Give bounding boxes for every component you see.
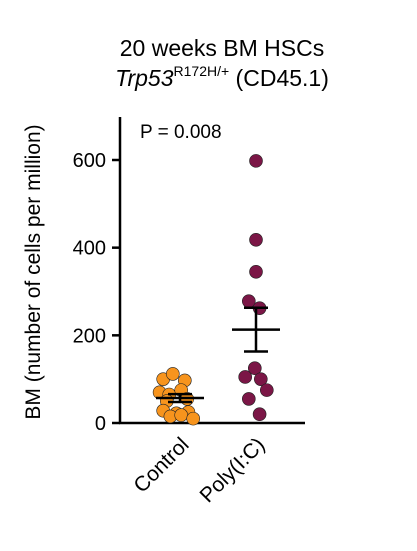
- y-ticks: 0 200 400 600: [73, 150, 120, 435]
- data-point: [242, 392, 256, 406]
- y-tick-label: 0: [95, 413, 106, 435]
- data-point: [249, 232, 263, 247]
- p-value-text: P = 0.008: [140, 122, 222, 143]
- x-tick-label: Poly(I:C): [196, 433, 270, 507]
- title-suffix: (CD45.1): [229, 65, 329, 91]
- p-value-annotation: P = 0.008: [140, 122, 222, 143]
- data-point: [249, 154, 263, 168]
- title-superscript: R172H/+: [174, 63, 230, 79]
- y-tick-label: 200: [73, 325, 106, 347]
- data-point: [253, 372, 268, 386]
- data-points: [152, 154, 274, 426]
- x-tick-label: Control: [129, 433, 193, 497]
- data-point: [238, 370, 252, 384]
- y-tick-label: 400: [73, 238, 106, 260]
- chart-title-line2: Trp53R172H/+ (CD45.1): [115, 63, 329, 91]
- data-point: [249, 264, 263, 279]
- y-tick-label: 600: [73, 150, 106, 172]
- data-point: [174, 408, 188, 422]
- x-tick-labels: Control Poly(I:C): [129, 433, 269, 507]
- data-point: [252, 407, 267, 422]
- chart-title-line1: 20 weeks BM HSCs: [120, 35, 325, 61]
- data-point: [248, 361, 262, 376]
- y-axis-label: BM (number of cells per million): [22, 124, 45, 419]
- data-point: [186, 411, 200, 426]
- data-point: [166, 367, 180, 381]
- data-point: [259, 383, 274, 397]
- title-gene-name: Trp53: [115, 65, 174, 91]
- error-bars: [156, 306, 280, 404]
